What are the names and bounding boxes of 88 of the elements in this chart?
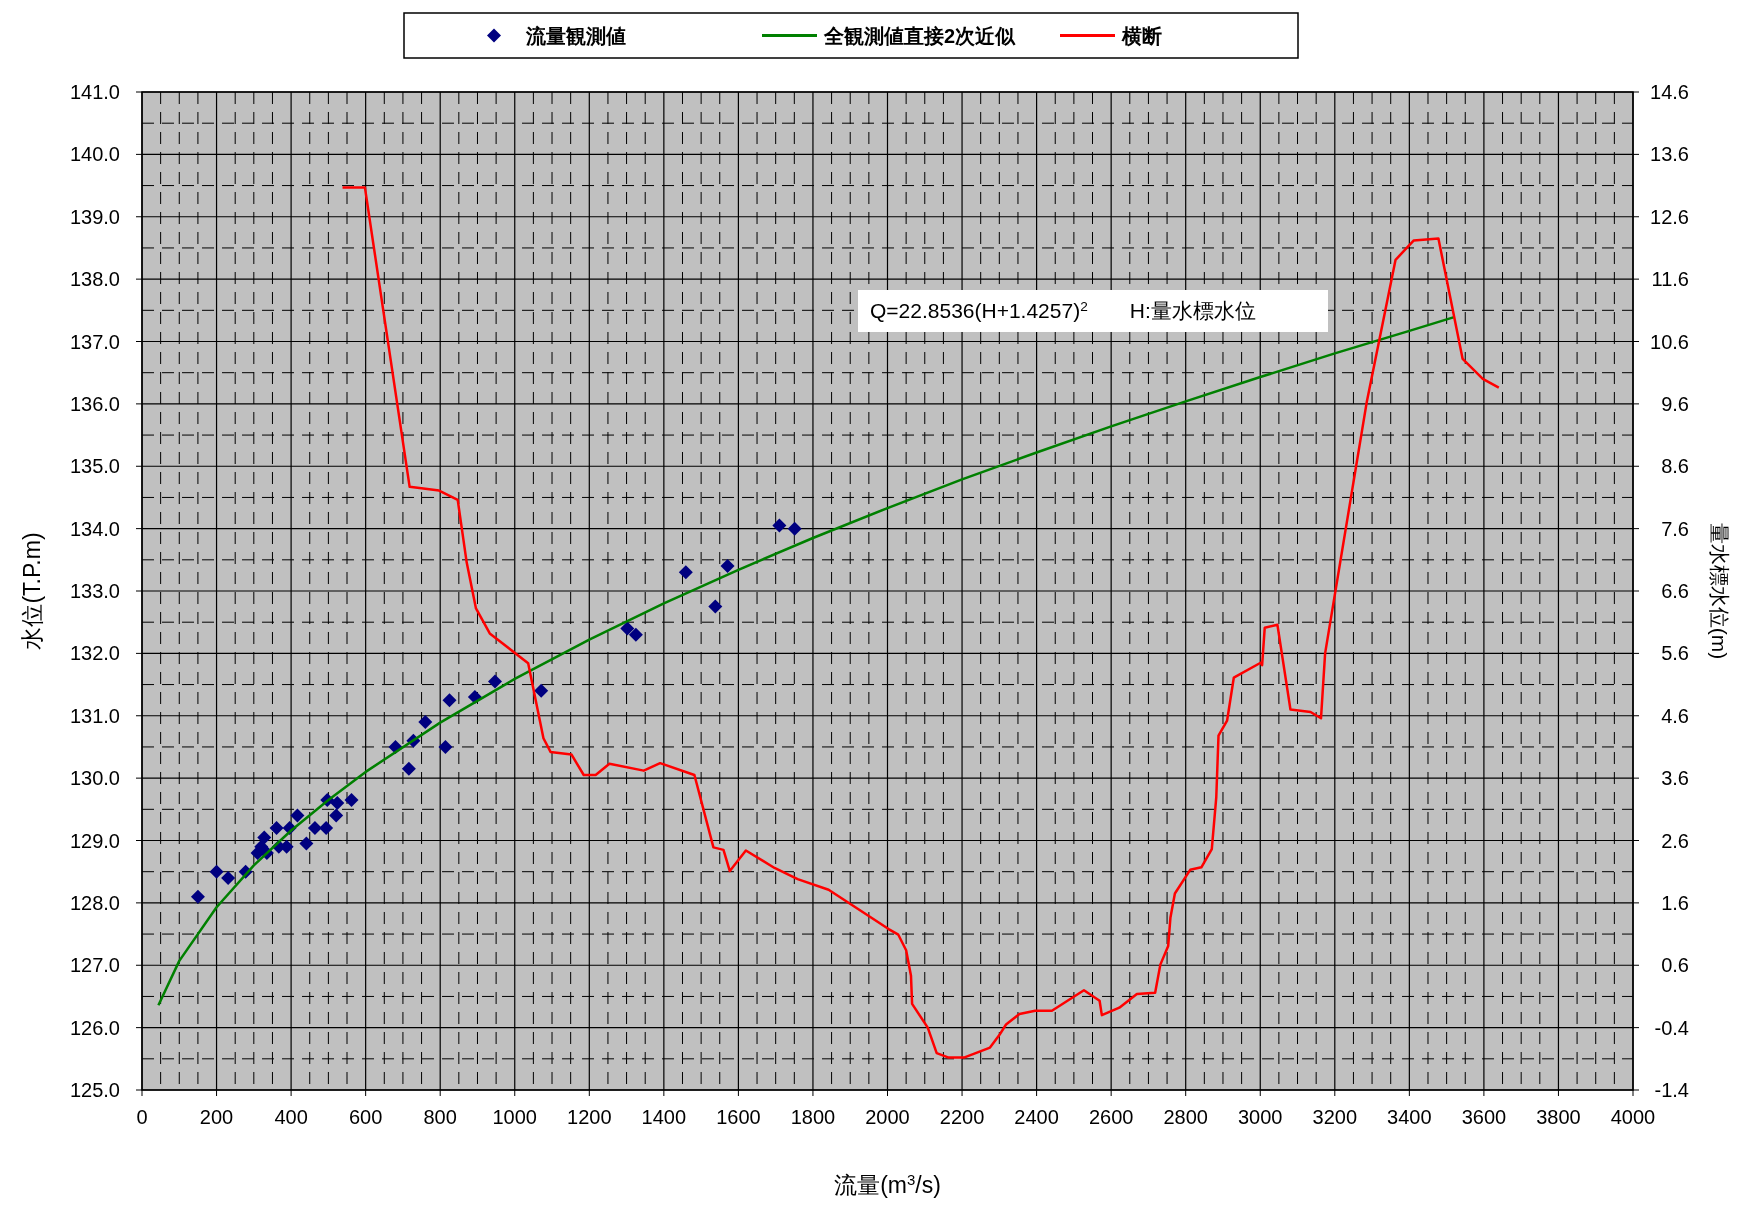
- point: [330, 796, 345, 811]
- point: [307, 821, 322, 836]
- point: [628, 627, 643, 642]
- y2-tick-label: 8.6: [1661, 455, 1689, 478]
- point: [442, 693, 457, 708]
- x-tick-label: 2600: [1088, 1106, 1134, 1128]
- point: [720, 559, 735, 574]
- point: [620, 621, 635, 636]
- x-tick-label: 2400: [1014, 1106, 1059, 1128]
- y2-tick-label: 4.6: [1661, 704, 1689, 727]
- point: [344, 792, 359, 807]
- point: [299, 836, 314, 851]
- x-tick-label: 2800: [1163, 1106, 1208, 1128]
- y-tick-label: 131.0: [69, 704, 120, 727]
- x-tick-label: 1600: [716, 1106, 761, 1128]
- y-tick-label: 139.0: [69, 205, 120, 228]
- text: Q=22.8536(H+1.4257)$^{2}$ H:量水標水位: [870, 298, 1256, 322]
- x-tick-label: 800: [423, 1106, 457, 1128]
- y-tick-label: 127.0: [69, 954, 120, 977]
- y-tick-label: 130.0: [69, 767, 120, 790]
- y2-tick-label: 3.6: [1661, 767, 1689, 790]
- point: [708, 599, 723, 614]
- y2-tick-label: 0.6: [1661, 954, 1689, 977]
- point: [787, 521, 802, 536]
- point: [329, 808, 344, 823]
- legend-label: 流量観測値: [525, 24, 626, 47]
- y2-tick-label: -0.4: [1654, 1016, 1689, 1039]
- x-tick-label: 4000: [1610, 1106, 1656, 1128]
- point: [534, 683, 549, 698]
- point: [772, 518, 787, 533]
- x-tick-label: 3400: [1387, 1106, 1432, 1128]
- x-tick-label: 2000: [865, 1106, 910, 1128]
- y-axis-title: 水位(T.P.m): [19, 532, 45, 650]
- x-tick-label: 3200: [1312, 1106, 1358, 1128]
- x-tick-label: 3000: [1238, 1106, 1283, 1128]
- x-axis-title: 流量(m$^{3}$/s): [834, 1170, 941, 1198]
- point: [438, 739, 453, 754]
- point: [678, 565, 693, 580]
- y2-tick-label: 5.6: [1661, 642, 1689, 665]
- legend-label: 横断: [1121, 24, 1162, 47]
- y2-tick-label: 1.6: [1661, 891, 1689, 914]
- y2-tick-label: 10.6: [1650, 330, 1689, 353]
- point: [190, 889, 205, 904]
- point: [209, 864, 224, 879]
- y-tick-label: 136.0: [69, 392, 120, 415]
- x-tick-label: 1400: [641, 1106, 687, 1128]
- y2-tick-label: -1.4: [1654, 1079, 1689, 1101]
- y-tick-label: 138.0: [69, 268, 120, 291]
- point: [290, 808, 305, 823]
- y-tick-label: 134.0: [69, 517, 120, 540]
- point: [487, 674, 502, 689]
- y-tick-label: 125.0: [69, 1079, 120, 1101]
- y-tick-label: 133.0: [69, 580, 120, 602]
- x-tick-label: 3600: [1461, 1106, 1507, 1128]
- point: [418, 714, 433, 729]
- y2-tick-label: 13.6: [1650, 143, 1689, 166]
- y-tick-label: 137.0: [69, 330, 120, 353]
- y-tick-label: 135.0: [69, 455, 120, 478]
- x-tick-label: 1800: [790, 1106, 836, 1128]
- y2-tick-label: 11.6: [1651, 268, 1689, 291]
- x-tick-label: 2200: [939, 1106, 985, 1128]
- point: [269, 821, 284, 836]
- y-tick-label: 126.0: [69, 1016, 120, 1039]
- y-tick-label: 129.0: [69, 829, 120, 852]
- y-tick-label: 141.0: [69, 81, 120, 103]
- legend-label: 全観測値直接2次近似: [823, 24, 1017, 47]
- x-tick-label: 3800: [1536, 1106, 1581, 1128]
- y2-tick-label: 12.6: [1650, 205, 1689, 228]
- y-tick-label: 132.0: [69, 642, 120, 665]
- point: [401, 761, 416, 776]
- x-tick-label: 200: [199, 1106, 234, 1128]
- x-tick-label: 1000: [492, 1106, 537, 1128]
- point: [221, 870, 236, 885]
- x-tick-label: 1200: [567, 1106, 612, 1128]
- y2-tick-label: 2.6: [1661, 829, 1689, 852]
- y2-tick-label: 9.6: [1661, 392, 1689, 415]
- x-tick-label: 0: [136, 1106, 148, 1128]
- x-tick-label: 600: [348, 1106, 383, 1128]
- y2-axis-title: 量水標水位(m): [1708, 522, 1731, 660]
- x-tick-label: 400: [274, 1106, 308, 1128]
- y-tick-label: 140.0: [69, 143, 120, 166]
- point: [257, 830, 272, 845]
- y2-tick-label: 6.6: [1661, 580, 1689, 602]
- point: [319, 821, 334, 836]
- line-series: [341, 186, 1501, 1059]
- y2-tick-label: 7.6: [1661, 517, 1689, 540]
- y-tick-label: 128.0: [69, 891, 120, 914]
- y2-tick-label: 14.6: [1650, 81, 1689, 103]
